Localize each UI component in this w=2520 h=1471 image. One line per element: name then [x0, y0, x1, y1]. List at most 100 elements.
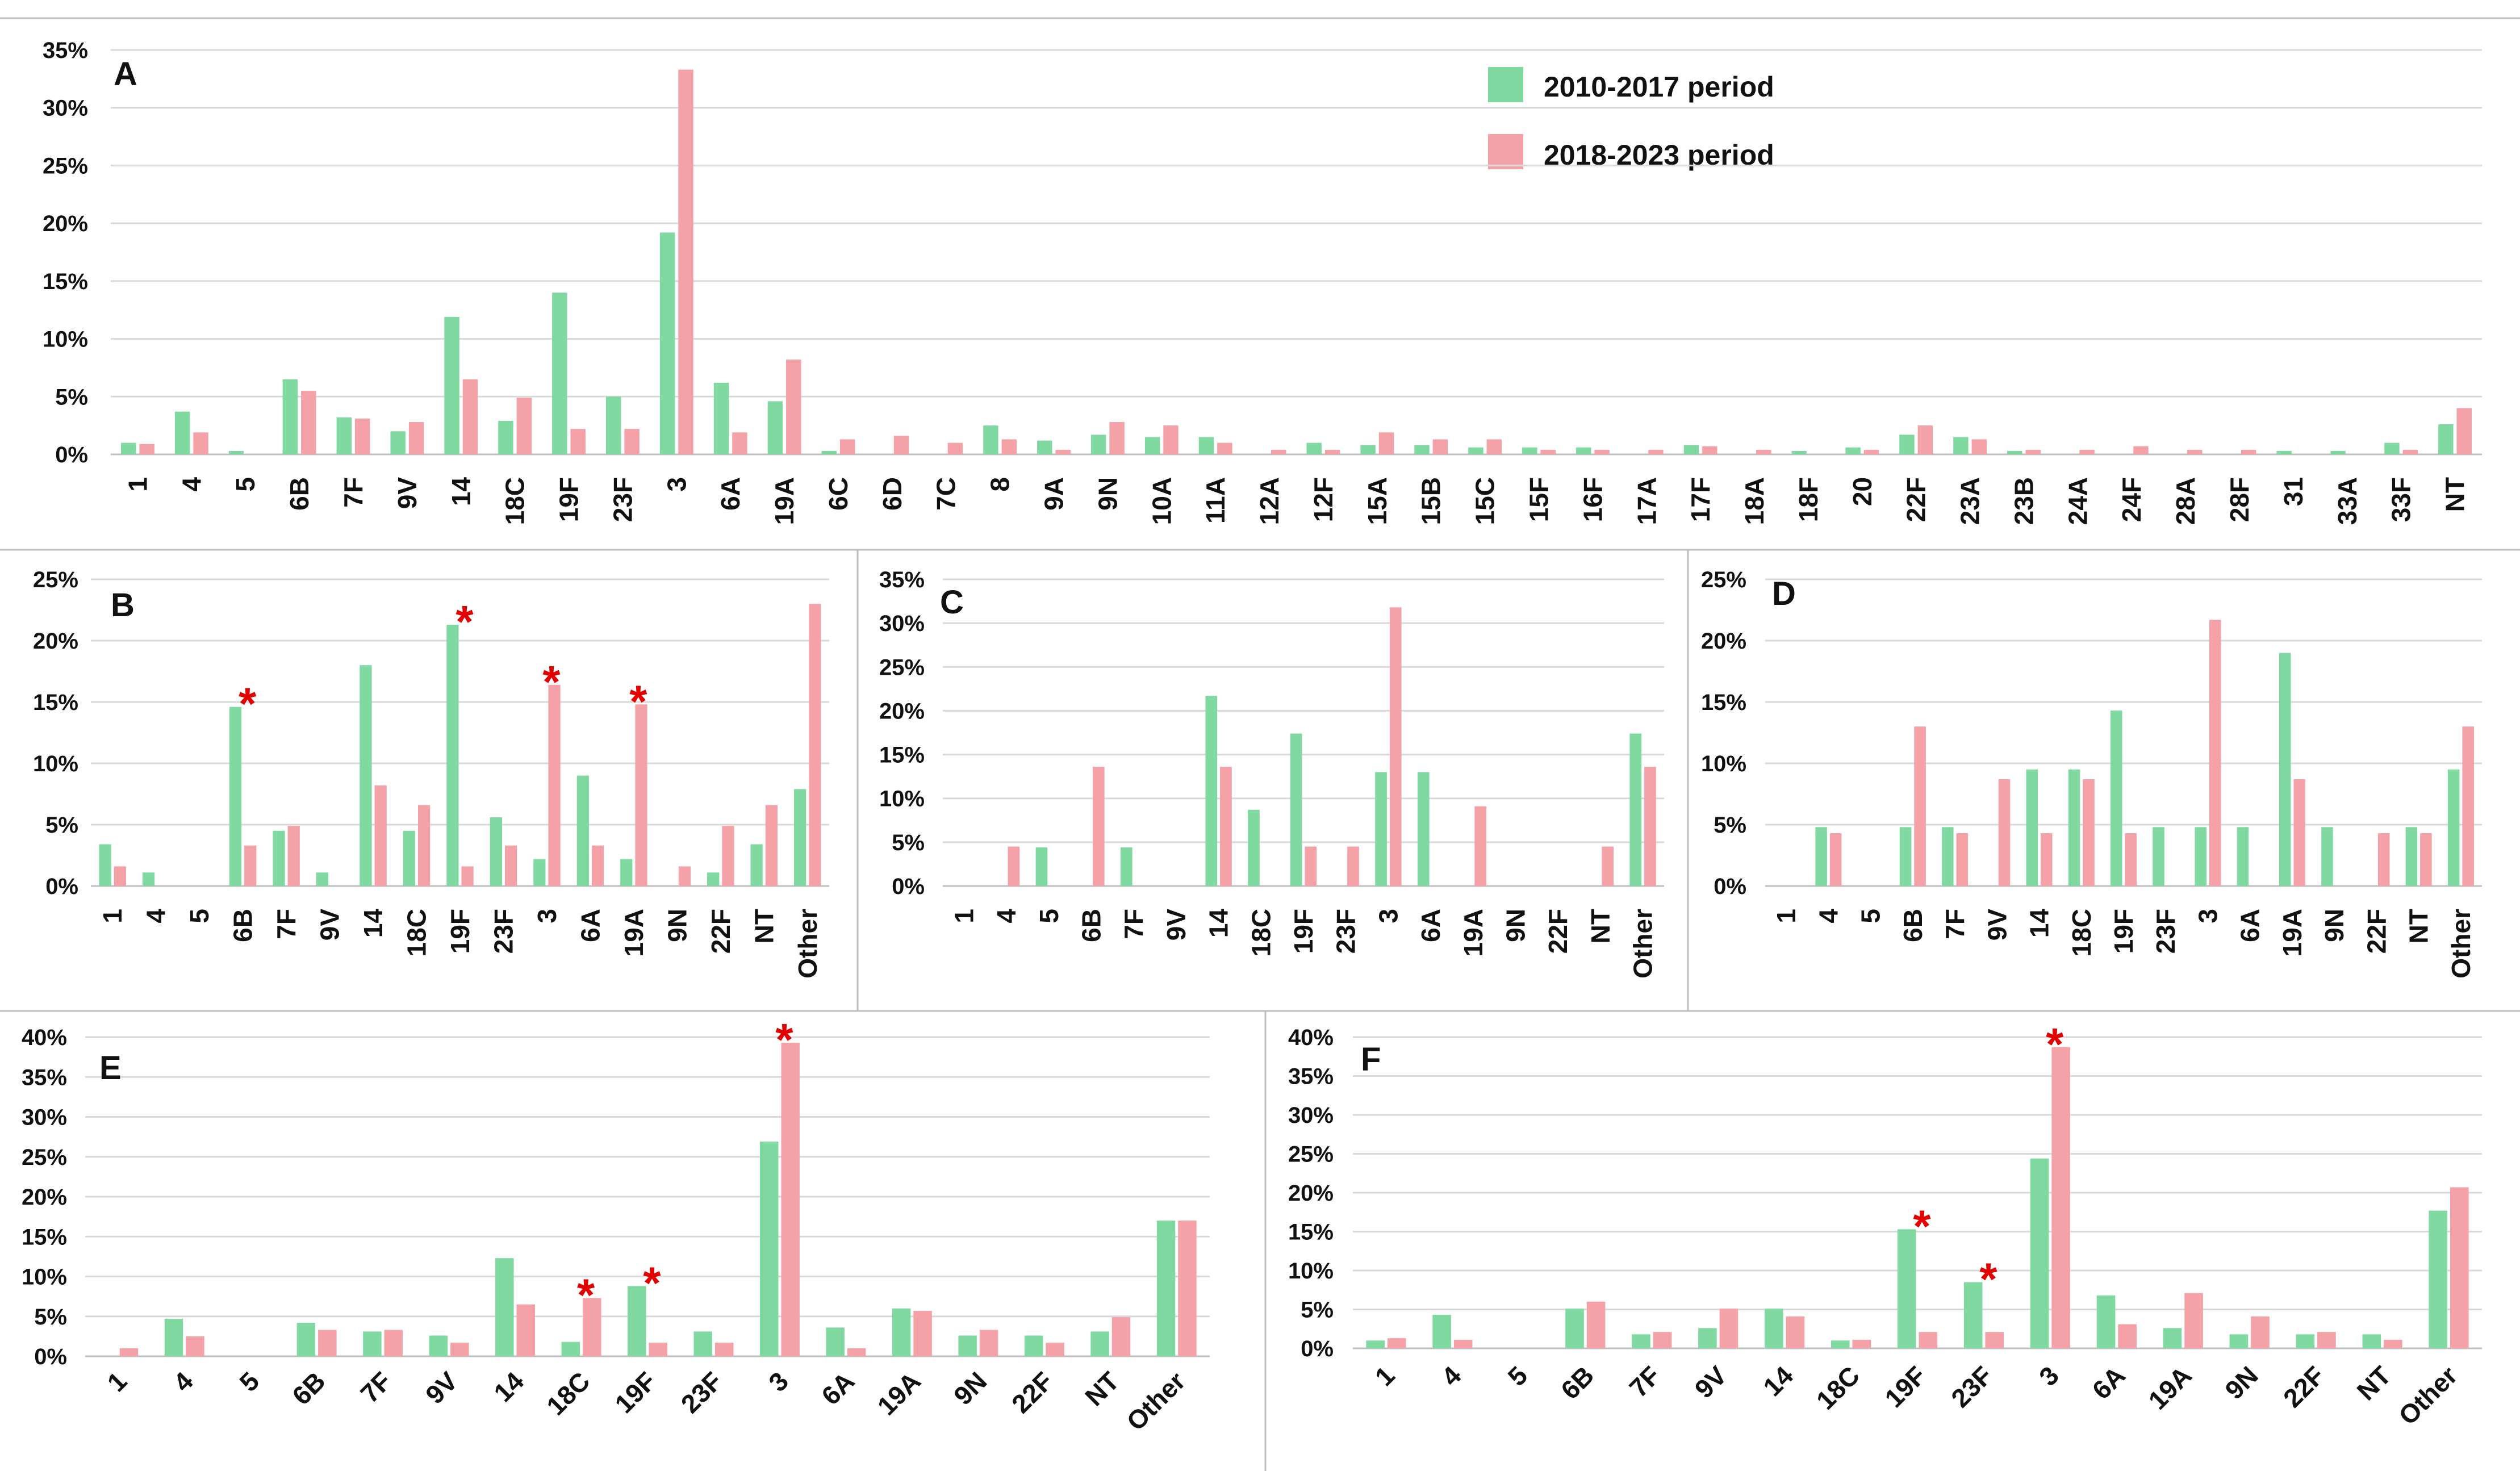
y-tick-label: 20% — [43, 211, 88, 236]
x-tick-label: 14 — [358, 909, 388, 938]
bar-2018-2023-28F — [2241, 449, 2256, 454]
bar-2018-2023-6A — [2118, 1324, 2137, 1348]
y-tick-label: 0% — [55, 442, 88, 467]
bar-2010-2017-10A — [1144, 437, 1160, 454]
x-tick-label: 23F — [1331, 909, 1361, 954]
x-tick-label: 7F — [1119, 909, 1148, 939]
bar-2018-2023-23A — [1971, 439, 1987, 454]
bar-2018-2023-15B — [1432, 439, 1448, 454]
x-tick-label: 19A — [619, 909, 649, 956]
bar-2010-2017-14 — [2026, 769, 2038, 886]
bar-2010-2017-15F — [1522, 447, 1537, 454]
bar-2010-2017-20 — [1845, 447, 1861, 454]
bar-2018-2023-14 — [1786, 1316, 1805, 1348]
bar-2010-2017-22F — [2296, 1334, 2315, 1348]
x-tick-label: 14 — [488, 1366, 529, 1407]
bar-2018-2023-1 — [114, 866, 126, 886]
bar-2010-2017-14 — [495, 1258, 514, 1356]
bar-2010-2017-3 — [659, 232, 675, 454]
y-tick-label: 25% — [879, 655, 925, 680]
bar-2018-2023-10A — [1163, 425, 1178, 454]
bar-2018-2023-1 — [139, 444, 154, 454]
bar-2010-2017-18C — [2068, 769, 2080, 886]
significance-star-3: * — [775, 1014, 793, 1065]
x-tick-label: 3 — [532, 909, 562, 923]
bar-2018-2023-19A — [913, 1310, 932, 1356]
bar-2018-2023-22F — [1917, 425, 1933, 454]
x-tick-label: 6A — [716, 477, 745, 511]
bar-2010-2017-7F — [1942, 827, 1954, 886]
bar-2010-2017-15A — [1360, 445, 1376, 454]
significance-star-23F: * — [1979, 1254, 1997, 1305]
x-tick-label: NT — [2404, 909, 2434, 943]
bar-2018-2023-6A — [847, 1348, 866, 1356]
y-tick-label: 25% — [1288, 1142, 1334, 1167]
x-tick-label: 6B — [228, 909, 258, 942]
x-tick-label: 22F — [706, 909, 735, 954]
bar-2010-2017-18C — [498, 421, 513, 454]
x-tick-label: 7F — [354, 1366, 397, 1409]
bar-2018-2023-24F — [2133, 446, 2149, 454]
bar-2018-2023-6B — [1586, 1301, 1606, 1348]
x-tick-label: 3 — [662, 477, 691, 492]
bar-2018-2023-12F — [1324, 449, 1340, 454]
x-tick-label: 24F — [2117, 477, 2146, 522]
bar-2010-2017-9N — [2229, 1334, 2249, 1348]
y-tick-label: 10% — [879, 787, 925, 812]
bar-2010-2017-11A — [1198, 437, 1214, 454]
bar-2010-2017-23F — [693, 1331, 712, 1356]
x-tick-label: 28A — [2171, 477, 2200, 525]
y-tick-label: 10% — [22, 1265, 67, 1290]
x-tick-label: 3 — [763, 1366, 794, 1397]
x-tick-label: 6D — [877, 477, 907, 511]
bar-2018-2023-NT — [1602, 846, 1614, 886]
x-tick-label: NT — [1079, 1366, 1125, 1411]
bar-2018-2023-20 — [1863, 449, 1879, 454]
bar-2018-2023-28A — [2187, 449, 2203, 454]
bar-2010-2017-17F — [1683, 445, 1699, 454]
x-tick-label: 4 — [141, 909, 171, 923]
x-tick-label: 23B — [2009, 477, 2038, 525]
y-tick-label: 0% — [1714, 874, 1746, 899]
x-tick-label: 5 — [231, 477, 260, 492]
bar-2018-2023-4 — [1453, 1339, 1473, 1348]
x-tick-label: 22F — [2277, 1360, 2330, 1413]
x-tick-label: 5 — [1856, 909, 1886, 923]
x-tick-label: 1 — [1771, 909, 1801, 923]
x-tick-label: 8 — [985, 477, 1015, 492]
panel-e-chart: 0%5%10%15%20%25%30%35%40%E1 4 5 6B 7F 9V 14 18C… — [22, 1014, 1210, 1436]
y-tick-label: 30% — [879, 611, 925, 636]
x-tick-label: 11A — [1201, 477, 1230, 524]
bar-2018-2023-19A — [786, 360, 801, 454]
y-tick-label: 25% — [1701, 567, 1746, 592]
x-tick-label: 22F — [1902, 477, 1931, 522]
bar-2018-2023-15C — [1486, 439, 1502, 454]
bar-2010-2017-23F — [1963, 1282, 1983, 1348]
panel-label: D — [1772, 575, 1796, 612]
bar-2018-2023-Other — [2450, 1187, 2469, 1348]
bar-2018-2023-6B — [318, 1330, 337, 1356]
x-tick-label: 15C — [1470, 477, 1500, 525]
x-tick-label: 9N — [2219, 1360, 2263, 1405]
bar-2010-2017-7F — [1121, 847, 1132, 886]
panel-label: C — [940, 584, 964, 621]
y-tick-label: 5% — [45, 813, 78, 838]
x-tick-label: 9V — [420, 1366, 463, 1410]
bar-2010-2017-19A — [767, 401, 783, 454]
x-tick-label: NT — [749, 909, 779, 943]
y-tick-label: 20% — [879, 699, 925, 724]
y-tick-label: 25% — [22, 1145, 67, 1170]
y-tick-label: 10% — [33, 751, 78, 776]
x-tick-label: 18C — [500, 477, 530, 525]
x-tick-label: 9V — [1161, 909, 1191, 941]
bar-2018-2023-23F — [624, 429, 640, 454]
bar-2010-2017-33F — [2384, 442, 2400, 454]
bar-2010-2017-4 — [164, 1318, 183, 1356]
bar-2018-2023-18C — [516, 398, 532, 454]
bar-2018-2023-4 — [193, 432, 208, 454]
x-tick-label: 14 — [2025, 909, 2054, 938]
panel-a-chart: 0%5%10%15%20%25%30%35%A1 4 5 6B 7F 9V 14 18C 19F… — [43, 38, 2482, 525]
bar-2010-2017-Other — [2429, 1210, 2448, 1348]
bar-2018-2023-NT — [2420, 833, 2432, 886]
x-tick-label: 33A — [2333, 477, 2362, 525]
